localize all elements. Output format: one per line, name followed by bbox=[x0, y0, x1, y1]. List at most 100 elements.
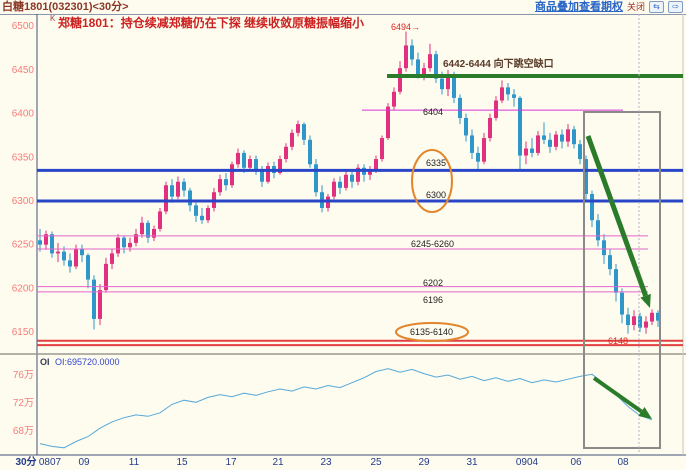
level-label-6202: 6202 bbox=[423, 278, 443, 288]
k-marker: K bbox=[50, 14, 56, 23]
candle bbox=[428, 43, 432, 72]
candle-body bbox=[146, 222, 150, 238]
date-tick-label: 06 bbox=[570, 457, 582, 468]
candle-body bbox=[638, 316, 642, 328]
candle-body bbox=[188, 190, 192, 206]
candle-body bbox=[266, 166, 270, 182]
candle-body bbox=[416, 59, 420, 75]
candle-body bbox=[548, 139, 552, 147]
candle bbox=[176, 176, 180, 200]
candle-body bbox=[122, 237, 126, 248]
date-tick-label: 0904 bbox=[516, 457, 539, 468]
candle bbox=[482, 132, 486, 165]
options-overlay-link[interactable]: 商品叠加查看期权 bbox=[534, 0, 623, 13]
candle-body bbox=[182, 181, 186, 191]
candle-body bbox=[494, 100, 498, 118]
candle bbox=[626, 307, 630, 334]
candle-body bbox=[128, 242, 132, 248]
candle-body bbox=[224, 179, 228, 186]
candle-body bbox=[374, 159, 378, 171]
highlight-ellipse-6335-6300 bbox=[411, 149, 453, 213]
candle-body bbox=[338, 181, 342, 188]
candle-body bbox=[464, 117, 468, 136]
candle-body bbox=[614, 269, 618, 293]
candle-body bbox=[158, 211, 162, 229]
candle bbox=[638, 312, 642, 333]
candle bbox=[128, 237, 132, 252]
candle bbox=[224, 173, 228, 191]
topbar-actions: 商品叠加查看期权 关闭 ⇆ ⇨ bbox=[535, 1, 686, 14]
symbol-title: 白糖1801(032301)<30分> bbox=[2, 0, 129, 13]
close-link[interactable]: 关闭 bbox=[626, 1, 645, 12]
candle bbox=[386, 103, 390, 140]
candle-body bbox=[344, 174, 348, 188]
candle-body bbox=[398, 68, 402, 92]
price-tick-label: 6200 bbox=[12, 283, 35, 294]
candle-body bbox=[74, 249, 78, 267]
candle-body bbox=[632, 316, 636, 326]
candle-body bbox=[296, 124, 300, 133]
date-tick-label: 31 bbox=[466, 457, 478, 468]
candle-body bbox=[302, 124, 306, 140]
level-label-6404: 6404 bbox=[423, 107, 443, 117]
candle bbox=[338, 176, 342, 194]
price-tick-label: 6450 bbox=[12, 65, 35, 76]
candle-body bbox=[530, 148, 534, 153]
candle bbox=[218, 174, 222, 196]
candle-body bbox=[476, 152, 480, 162]
candle-body bbox=[170, 185, 174, 197]
candle-body bbox=[488, 117, 492, 139]
candle bbox=[38, 228, 42, 252]
candle-body bbox=[452, 76, 456, 98]
candle-body bbox=[254, 159, 258, 171]
candle-body bbox=[110, 253, 114, 264]
level-label-6196: 6196 bbox=[423, 295, 443, 305]
candle bbox=[326, 193, 330, 212]
candle bbox=[86, 253, 90, 289]
candle bbox=[314, 159, 318, 197]
candle bbox=[488, 113, 492, 142]
candle bbox=[536, 131, 540, 156]
focus-box bbox=[583, 111, 661, 449]
candle bbox=[380, 135, 384, 162]
oi-indicator-value: OI:695720.0000 bbox=[55, 357, 120, 367]
candle-body bbox=[626, 314, 630, 326]
candle-body bbox=[656, 312, 660, 321]
candle-body bbox=[56, 251, 60, 254]
candle-body bbox=[98, 290, 102, 319]
candle-body bbox=[566, 129, 570, 142]
candle-body bbox=[356, 167, 360, 182]
candle bbox=[554, 131, 558, 151]
candle bbox=[248, 155, 252, 172]
candle-body bbox=[164, 185, 168, 212]
candle-body bbox=[176, 181, 180, 197]
candle-body bbox=[458, 97, 462, 118]
candle bbox=[458, 94, 462, 125]
candle bbox=[62, 246, 66, 266]
candle bbox=[80, 244, 84, 263]
candle bbox=[476, 146, 480, 171]
candle bbox=[152, 225, 156, 242]
candle bbox=[512, 89, 516, 107]
candle bbox=[158, 207, 162, 232]
candle bbox=[164, 181, 168, 215]
window-button-1[interactable]: ⇆ bbox=[649, 1, 664, 13]
candle bbox=[560, 129, 564, 149]
candle bbox=[644, 316, 648, 334]
candle bbox=[614, 263, 618, 302]
candle-body bbox=[260, 170, 264, 182]
candle bbox=[170, 179, 174, 203]
candle-body bbox=[206, 207, 210, 221]
candle bbox=[146, 220, 150, 243]
candle bbox=[284, 143, 288, 163]
window-button-2[interactable]: ⇨ bbox=[668, 1, 683, 13]
candle bbox=[524, 141, 528, 165]
candle-body bbox=[284, 146, 288, 160]
candle bbox=[356, 164, 360, 186]
candle-body bbox=[152, 228, 156, 238]
candle bbox=[182, 178, 186, 197]
candle bbox=[548, 132, 552, 153]
candle-body bbox=[644, 321, 648, 328]
highlight-ellipse-6135-6140 bbox=[395, 322, 469, 342]
